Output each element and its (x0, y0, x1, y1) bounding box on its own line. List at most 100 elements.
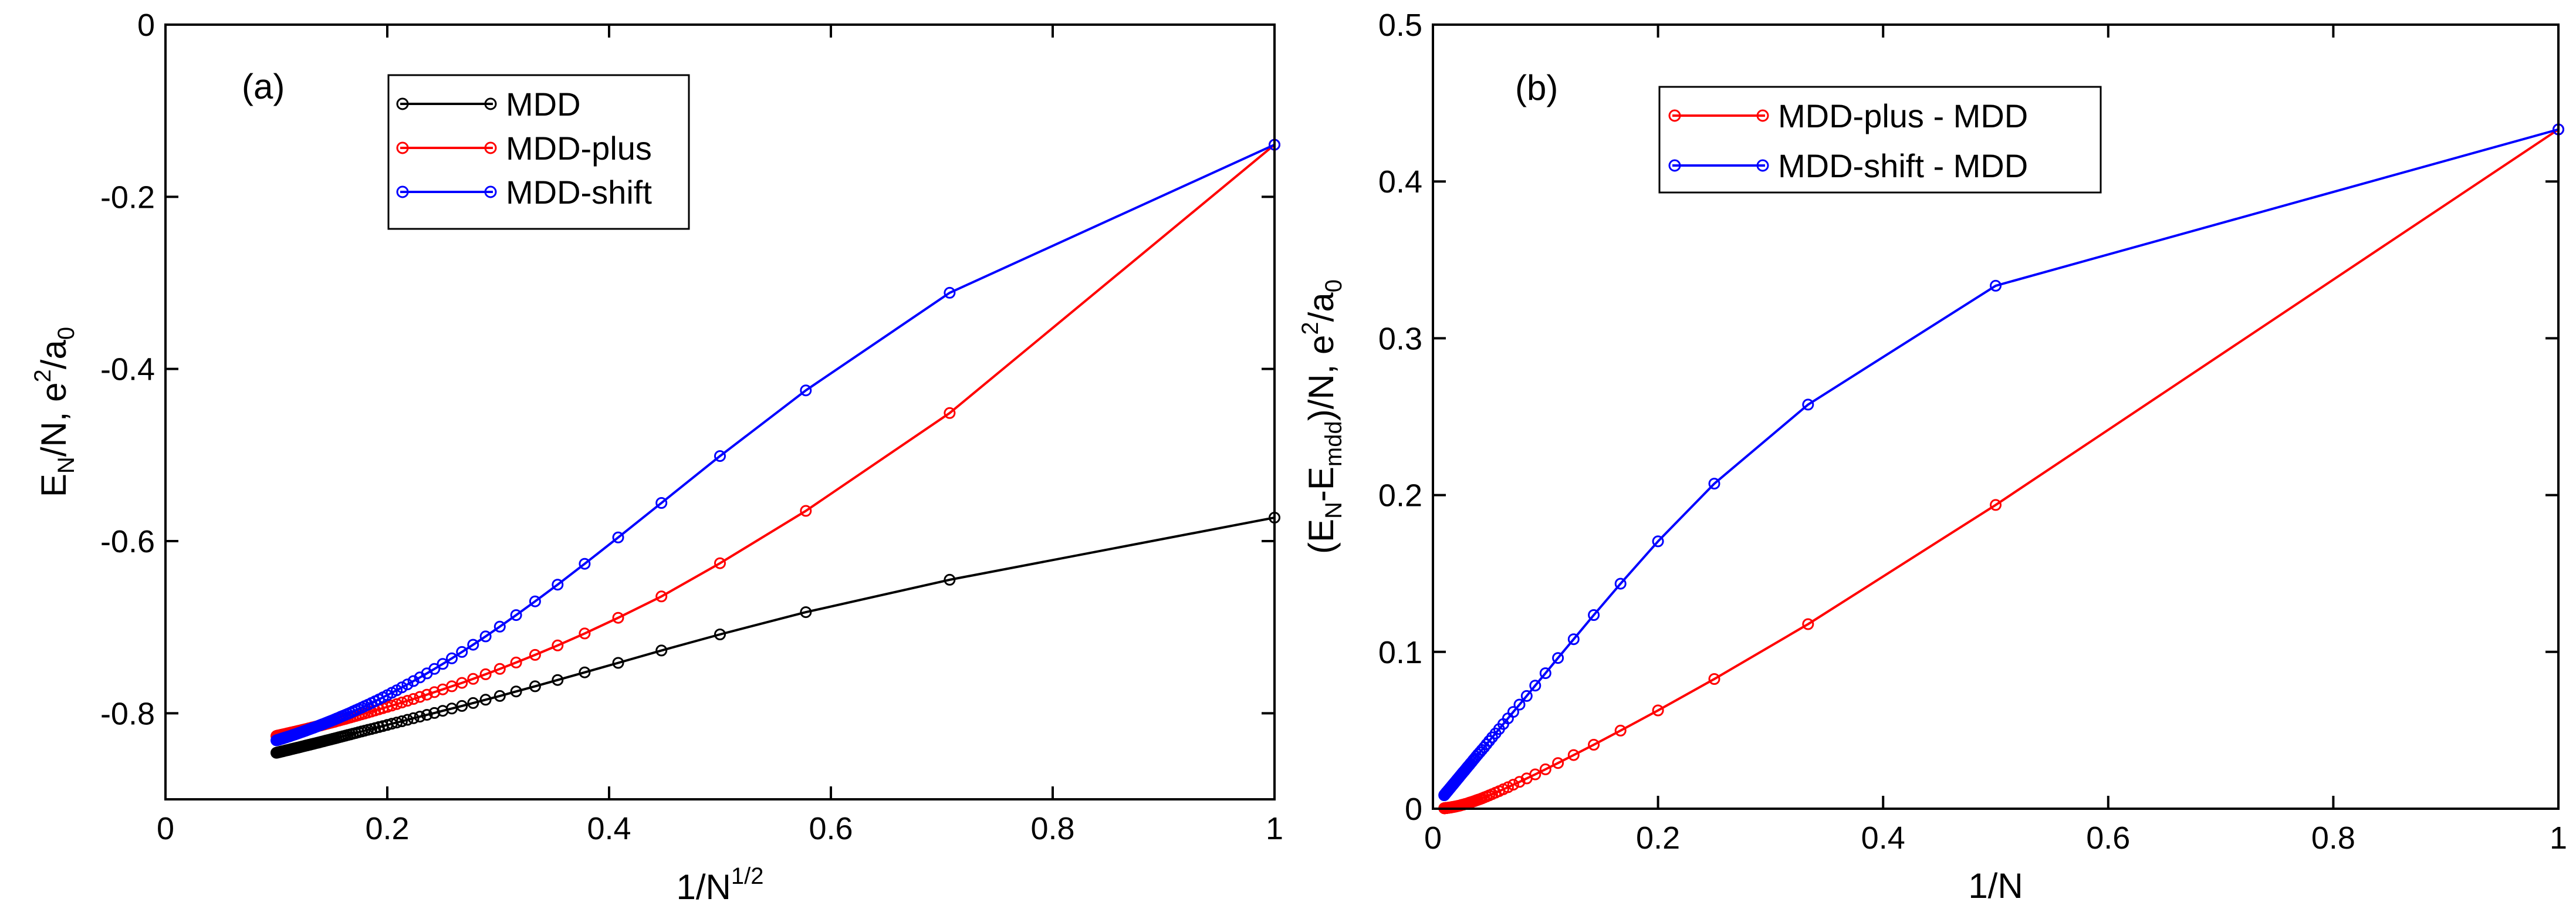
data-point-mdd-plus-mdd (1990, 499, 2002, 511)
legend-marker-mdd-plus-minus-mdd (1756, 109, 1769, 122)
data-point-mdd (407, 712, 420, 724)
series-mdd (271, 512, 1280, 759)
data-point-mdd (714, 629, 726, 640)
data-point-mdd-plus (510, 656, 522, 668)
legend-label-mdd-plus-minus-mdd: MDD-plus - MDD (1778, 97, 2028, 134)
panel-b-y-tick-label: 0 (1405, 792, 1422, 827)
legend-label-mdd-shift-minus-mdd: MDD-shift - MDD (1778, 147, 2028, 184)
data-point-mdd-shift (407, 675, 420, 687)
panel-b-plot-frame (1432, 23, 2560, 810)
panel-b-x-ticks: 0 0.2 0.4 0.6 0.8 1 (1424, 25, 2567, 856)
data-point-mdd-plus (428, 686, 441, 698)
data-point-mdd-plus-mdd (1802, 618, 1814, 630)
data-point-mdd-shift-mdd (1567, 633, 1580, 646)
data-point-mdd-shift-mdd (1520, 690, 1533, 702)
data-point-mdd-shift (510, 609, 522, 621)
data-point-mdd (579, 666, 591, 678)
legend-entry-mdd: MDD (396, 86, 581, 123)
data-point-mdd-shift (467, 639, 479, 651)
panel-a-x-tick-label: 0.6 (809, 811, 853, 846)
panel-a-y-tick-label: -0.8 (100, 696, 155, 731)
data-point-mdd-plus-mdd (1708, 673, 1720, 685)
data-point-mdd (493, 690, 506, 702)
panel-a-x-axis-label: 1/N1/2 (677, 863, 764, 907)
data-point-mdd-shift-mdd (1513, 698, 1526, 711)
data-point-mdd-plus (414, 691, 426, 703)
panel-b-series-layer (1438, 123, 2564, 815)
data-point-mdd-plus (407, 693, 420, 705)
panel-b-x-tick-label: 0.6 (2086, 820, 2130, 856)
data-point-mdd-shift-mdd (1539, 667, 1551, 680)
data-point-mdd-plus (552, 639, 564, 651)
panel-a-chart: 0 0.2 0.4 0.6 0.8 1 0-0.2-0.4-0.6-0.8 1/N1/2 … (30, 8, 1283, 907)
panel-a-legend-box (387, 74, 690, 230)
data-point-mdd (428, 707, 441, 719)
data-point-mdd-shift (944, 286, 956, 299)
panel-a-x-tick-label: 0 (157, 811, 174, 846)
panel-a-series-layer (271, 139, 1280, 759)
data-point-mdd-shift-mdd (1708, 478, 1720, 490)
data-point-mdd-shift-mdd (1552, 652, 1564, 664)
legend-marker-mdd-plus (396, 141, 409, 154)
legend-marker-mdd (484, 97, 497, 110)
panel-b-x-tick-label: 0.4 (1861, 820, 1905, 856)
panel-a-y-axis-label: EN/N, e2/a0 (30, 327, 79, 497)
data-point-mdd (655, 644, 668, 657)
data-point-mdd-plus (579, 627, 591, 640)
data-point-mdd-plus-mdd (1552, 757, 1564, 769)
data-point-mdd-plus-mdd (1567, 749, 1580, 761)
data-point-mdd (612, 657, 624, 669)
legend-marker-mdd-plus-minus-mdd (1668, 109, 1681, 122)
series-mdd-plus-mdd (1438, 123, 2564, 815)
legend-marker-mdd-shift (484, 185, 497, 198)
panel-a-plot-frame (164, 23, 1276, 800)
panel-b-tag: (b) (1515, 68, 1558, 107)
data-point-mdd-shift (714, 450, 726, 462)
data-point-mdd-plus (456, 677, 468, 689)
series-line-mdd-shift-mdd (1443, 128, 2559, 796)
panel-a-x-tick-label: 0.4 (587, 811, 631, 846)
legend-entry-mdd-shift-minus-mdd: MDD-shift - MDD (1668, 147, 2028, 184)
data-point-mdd (414, 711, 426, 723)
data-point-mdd-plus (714, 557, 726, 569)
data-point-mdd (467, 697, 479, 709)
panel-a-y-tick-label: -0.4 (100, 352, 155, 387)
series-line-mdd-plus (275, 144, 1276, 737)
data-point-mdd (944, 573, 956, 586)
panel-a-x-tick-label: 0.2 (365, 811, 409, 846)
data-point-mdd (479, 694, 492, 706)
data-point-mdd-shift (271, 734, 282, 747)
data-point-mdd (401, 714, 414, 726)
data-point-mdd-plus (612, 612, 624, 624)
panel-b-y-tick-label: 0.3 (1378, 321, 1422, 356)
data-point-mdd-plus-mdd (1614, 724, 1627, 737)
data-point-mdd (529, 680, 541, 693)
data-point-mdd (800, 606, 812, 619)
data-point-mdd-plus-mdd (1652, 704, 1664, 717)
data-point-mdd-shift-mdd (1588, 609, 1600, 621)
data-point-mdd-plus (529, 648, 541, 661)
data-point-mdd-shift (800, 384, 812, 397)
panel-b-legend: MDD-plus - MDD MDD-shift - MDD (1658, 86, 2102, 194)
data-point-mdd-plus-mdd (1588, 739, 1600, 751)
panel-a-x-ticks: 0 0.2 0.4 0.6 0.8 1 (157, 25, 1283, 846)
data-point-mdd-shift (437, 658, 449, 670)
data-point-mdd (421, 709, 433, 721)
data-point-mdd-plus-mdd (1513, 776, 1526, 788)
panel-b-x-axis-label: 1/N (1968, 866, 2023, 906)
panel-a-y-tick-label: -0.6 (100, 524, 155, 559)
data-point-mdd-shift (552, 579, 564, 591)
panel-b-chart: 0 0.2 0.4 0.6 0.8 1 0 0.1 0.2 0.3 0.4 0.5 1/N (EN-… (1297, 8, 2567, 906)
series-mdd-plus (271, 139, 1280, 742)
data-point-mdd (510, 685, 522, 698)
series-line-mdd-shift (275, 143, 1275, 742)
panel-b-legend-box (1658, 86, 2102, 194)
data-point-mdd-shift (456, 646, 468, 658)
panel-a-y-tick-label: -0.2 (100, 180, 155, 215)
legend-marker-mdd-plus (484, 141, 497, 154)
data-point-mdd-shift (529, 595, 541, 607)
data-point-mdd-plus (401, 695, 414, 707)
panel-b-x-tick-label: 0.8 (2311, 820, 2355, 856)
data-point-mdd-plus (395, 697, 408, 708)
panel-b-y-axis-label: (EN-Emdd)/N, e2/a0 (1297, 279, 1347, 554)
